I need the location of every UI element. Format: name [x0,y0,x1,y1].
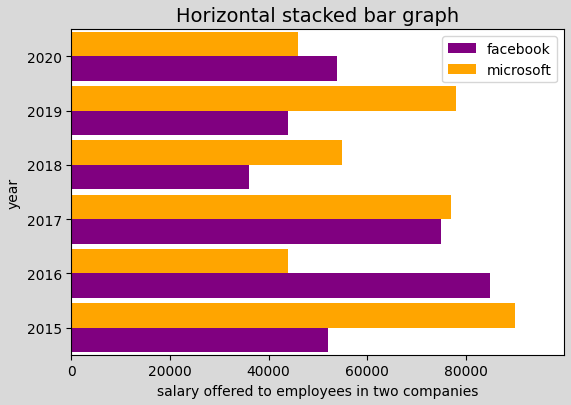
Bar [71,111,288,136]
Bar [71,195,451,220]
Bar [71,166,249,190]
Bar [71,303,515,328]
Bar [71,87,456,111]
Title: Horizontal stacked bar graph: Horizontal stacked bar graph [176,7,459,26]
Bar [71,57,337,82]
Bar [71,274,490,298]
Bar [71,220,441,244]
Bar [71,249,288,274]
Bar [71,141,343,166]
Legend: facebook, microsoft: facebook, microsoft [442,37,557,83]
Bar [71,33,298,57]
X-axis label: salary offered to employees in two companies: salary offered to employees in two compa… [157,384,478,398]
Y-axis label: year: year [7,177,21,208]
Bar [71,328,328,352]
